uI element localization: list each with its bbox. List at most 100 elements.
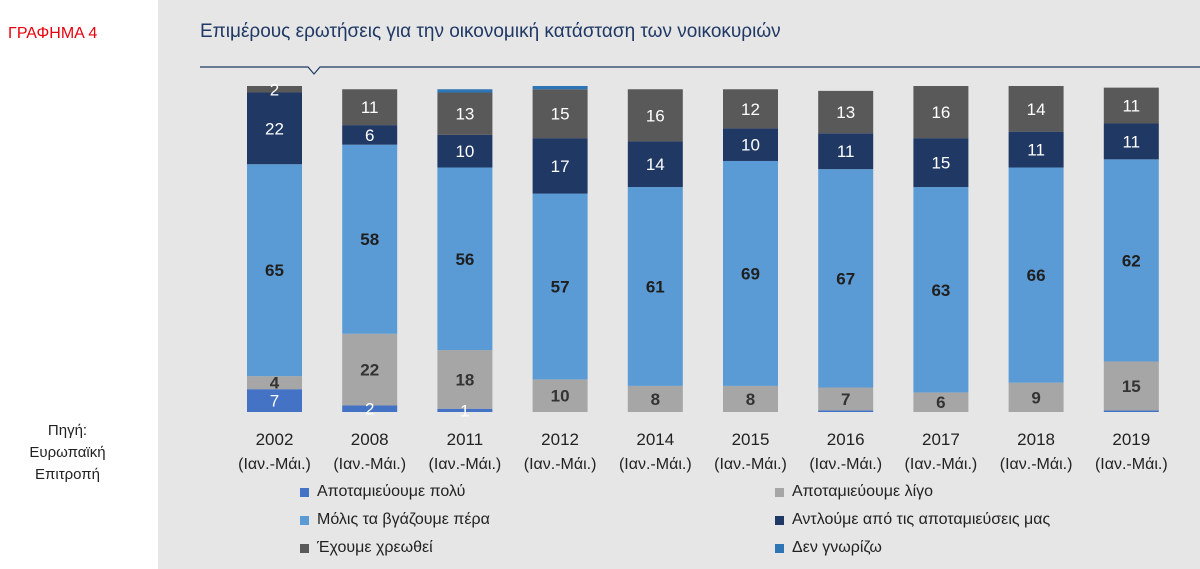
bar-segment [627,141,683,188]
bars-group [247,86,1159,412]
bar-segment [1103,123,1159,160]
legend: Αποταμιεύουμε πολύ Αποταμιεύουμε λίγο Μόλι… [300,483,1200,569]
bar-segment [723,89,778,129]
figure-label: ΓΡΑΦΗΜΑ 4 [8,25,98,42]
bar-segment [247,92,302,165]
bar-segment [913,392,969,412]
data-label: 8 [746,390,755,409]
bar-segment [818,90,874,134]
source-note-line: Επιτροπή [35,466,100,483]
x-tick-sublabel: (Ιαν.-Μάι.) [809,456,882,473]
bar-segment [1103,87,1159,124]
data-label: 61 [646,277,665,296]
data-label: 65 [265,261,284,280]
bar-segment [818,387,874,411]
data-label: 15 [1122,377,1141,396]
bar-segment [247,376,302,390]
bar-segment [1008,382,1064,412]
x-tick-sublabel: (Ιαν.-Μάι.) [238,456,311,473]
data-label: 7 [270,392,279,411]
x-tick-sublabel: (Ιαν.-Μάι.) [524,456,597,473]
x-tick-label: 2019 [1112,430,1150,449]
bar-segment [818,410,874,412]
data-label: 14 [1027,100,1046,119]
bar-segment [247,389,302,412]
data-label: 9 [1031,388,1040,407]
x-tick-label: 2014 [636,430,674,449]
data-label: 63 [931,281,950,300]
data-label: 18 [455,370,474,389]
x-tick-label: 2017 [922,430,960,449]
bar-segment [532,379,588,412]
data-label: 22 [265,119,284,138]
data-label: 13 [836,103,855,122]
data-label: 16 [646,106,665,125]
data-label: 11 [1122,132,1140,151]
bar-segment [342,405,398,412]
legend-item: Αποταμιεύουμε λίγο [775,483,933,501]
x-tick-label: 2002 [256,430,294,449]
bar-segment [437,408,493,412]
chart-title: Επιμέρους ερωτήσεις για την οικονομική κ… [200,21,781,42]
x-tick-sublabel: (Ιαν.-Μάι.) [1000,456,1073,473]
data-label: 57 [551,277,570,296]
data-label: 16 [931,103,950,122]
legend-swatch [300,487,309,497]
bar-segment [532,86,588,90]
bar-segment [437,167,493,351]
x-tick-sublabel: (Ιαν.-Μάι.) [333,456,406,473]
x-tick-sublabel: (Ιαν.-Μάι.) [714,456,787,473]
bar-segment [437,89,493,93]
data-label: 10 [455,142,474,161]
source-note: Πηγή: Ευρωπαϊκή Επιτροπή [0,420,135,486]
data-label: 17 [551,157,570,176]
x-axis-labels: 2002 (Ιαν.-Μάι.) 2008 (Ιαν.-Μάι.) 2011 (Ιαν.-… [238,430,1168,473]
data-label: 1 [460,401,469,420]
bar-segment [247,164,302,377]
bar-segment [1103,159,1159,362]
bar-segment [1008,131,1064,168]
x-tick-sublabel: (Ιαν.-Μάι.) [1095,456,1168,473]
data-label: 11 [1122,97,1140,116]
data-label: 15 [931,154,950,173]
source-note-line: Ευρωπαϊκή [29,444,106,461]
bar-segment [627,187,683,386]
x-tick-label: 2018 [1017,430,1055,449]
x-tick-label: 2016 [827,430,865,449]
bar-segment [342,333,398,406]
data-label: 11 [1027,141,1045,160]
bar-segment [342,125,398,145]
legend-label: Αποταμιεύουμε πολύ [317,483,466,500]
data-label: 10 [741,136,760,155]
data-label: 7 [841,390,850,409]
x-tick-sublabel: (Ιαν.-Μάι.) [619,456,692,473]
legend-swatch [300,543,309,553]
data-label: 14 [646,155,665,174]
bar-segment [818,169,874,388]
x-tick-label: 2011 [447,430,484,449]
data-label: 8 [651,390,660,409]
sidebar: ΓΡΑΦΗΜΑ 4 Πηγή: Ευρωπαϊκή Επιτροπή [0,0,158,569]
data-labels-group: 7465222222586111185610131057171586114168… [265,80,1141,420]
data-label: 67 [836,269,855,288]
legend-swatch [300,515,309,525]
data-label: 12 [741,100,760,119]
bar-segment [247,86,302,93]
legend-item: Μόλις τα βγάζουμε πέρα [300,511,490,529]
bar-segment [913,86,969,139]
data-label: 13 [455,105,474,124]
data-label: 6 [365,126,374,145]
bar-segment [627,89,683,142]
bar-segment [532,193,588,380]
data-label: 58 [360,230,379,249]
bar-segment [437,134,493,168]
bar-segment [818,133,874,170]
source-note-line: Πηγή: [47,422,88,439]
x-tick-label: 2008 [351,430,389,449]
data-label: 10 [551,387,570,406]
bar-segment [342,144,398,334]
bar-segment [913,138,969,188]
legend-swatch [775,487,784,497]
bar-segment [1008,167,1064,383]
